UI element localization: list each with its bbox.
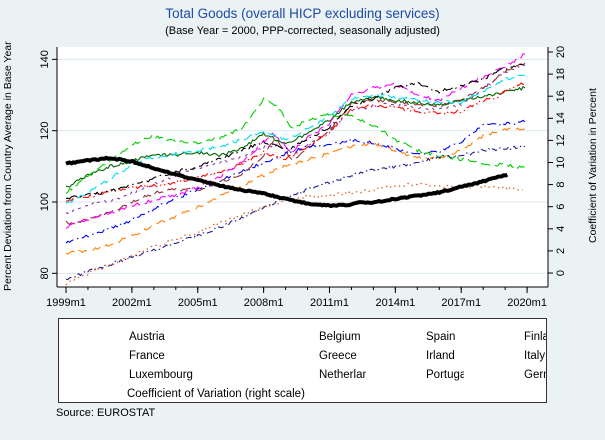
- legend-swatch-austria: [69, 327, 115, 346]
- legend-line-sample: [69, 389, 113, 399]
- tick-label: 2014m1: [375, 297, 415, 309]
- legend-swatch-portugal: [366, 365, 412, 384]
- tick-label: 18: [555, 68, 567, 80]
- series-line-belgium: [65, 62, 526, 226]
- legend-line-sample: [366, 351, 410, 361]
- tick-label: 2020m1: [507, 297, 547, 309]
- series-line-coefficient-of-variation-right-scale: [65, 155, 509, 209]
- series-line-spain: [65, 127, 526, 255]
- legend-line-sample: [464, 370, 508, 380]
- tick-label: 2002m1: [112, 297, 152, 309]
- legend-swatch-belgium: [259, 327, 305, 346]
- legend-swatch-finland: [464, 327, 510, 346]
- legend-label-austria: Austria: [129, 330, 165, 343]
- series-line-greece: [65, 119, 526, 244]
- legend-line-sample: [259, 370, 303, 380]
- tick-label: 2017m1: [441, 297, 481, 309]
- legend-label-irland: Irland: [426, 349, 455, 362]
- legend-label-luxembourg: Luxembourg: [129, 368, 193, 381]
- legend-item-coefficient-of-variation-right-scale: Coefficient of Variation (right scale): [69, 388, 546, 400]
- tick-label: 14: [555, 112, 567, 124]
- tick-label: 2008m1: [244, 297, 284, 309]
- legend-line-sample: [366, 332, 410, 342]
- series-line-italy: [66, 144, 526, 280]
- tick-label: 2: [555, 248, 567, 254]
- legend-line-sample: [69, 332, 113, 342]
- legend-label-netherland: Netherland: [319, 368, 366, 381]
- tick-label: 20: [555, 46, 567, 58]
- legend-line-sample: [464, 351, 508, 361]
- legend-label-coefficient-of-variation-right-scale: Coefficient of Variation (right scale): [127, 387, 305, 400]
- series-line-luxembourg: [65, 53, 525, 229]
- legend-swatch-germany: [464, 365, 510, 384]
- tick-label: 4: [555, 226, 567, 232]
- legend-swatch-spain: [366, 327, 412, 346]
- legend-label-finland: Finland: [524, 330, 546, 343]
- legend-label-greece: Greece: [319, 349, 357, 362]
- tick-label: 2005m1: [178, 297, 218, 309]
- chart-subtitle: (Base Year = 2000, PPP-corrected, season…: [165, 25, 440, 37]
- tick-label: 10: [555, 156, 567, 168]
- legend-line-sample: [69, 370, 113, 380]
- source-text: Source: EUROSTAT: [56, 407, 156, 419]
- legend-line-sample: [259, 351, 303, 361]
- legend-line-sample: [464, 332, 508, 342]
- legend-label-france: France: [129, 349, 165, 362]
- series-line-finland: [65, 86, 526, 188]
- tick-label: 12: [555, 134, 567, 146]
- tick-label: 2011m1: [310, 297, 349, 309]
- tick-label: 8: [555, 182, 567, 188]
- legend-line-sample: [259, 332, 303, 342]
- legend-swatch-italy: [464, 346, 510, 365]
- tick-label: 80: [39, 267, 51, 279]
- legend-swatch-coefficient-of-variation-right-scale: [69, 389, 113, 399]
- legend-label-germany: Germany: [524, 368, 546, 381]
- tick-label: 16: [555, 90, 567, 102]
- legend-line-sample: [366, 370, 410, 380]
- tick-label: 1999m1: [46, 297, 86, 309]
- chart-legend: Austria Belgium Spain Finland France Greece Ir…: [58, 318, 547, 403]
- series-line-netherland: [65, 74, 525, 204]
- legend-label-spain: Spain: [426, 330, 456, 343]
- legend-label-belgium: Belgium: [319, 330, 361, 343]
- chart-plot-area: 80 100 120 140 0 2 4 6 8 10 12 14 16 18 20 1999m1 2002m1…: [39, 46, 567, 309]
- tick-label: 140: [39, 50, 51, 68]
- legend-label-portugal: Portugal: [426, 368, 464, 381]
- legend-label-italy: Italy: [524, 349, 546, 362]
- series-line-austria: [65, 64, 526, 215]
- legend-swatch-netherland: [259, 365, 305, 384]
- legend-line-sample: [69, 351, 113, 361]
- legend-swatch-france: [69, 346, 115, 365]
- tick-label: 100: [39, 193, 51, 211]
- tick-label: 0: [555, 270, 567, 276]
- tick-label: 120: [39, 122, 51, 140]
- tick-label: 6: [555, 204, 567, 210]
- legend-swatch-luxembourg: [69, 365, 115, 384]
- legend-swatch-irland: [366, 346, 412, 365]
- chart-title: Total Goods (overall HICP excluding serv…: [165, 6, 440, 21]
- legend-swatch-greece: [259, 346, 305, 365]
- series-line-germany: [65, 63, 523, 200]
